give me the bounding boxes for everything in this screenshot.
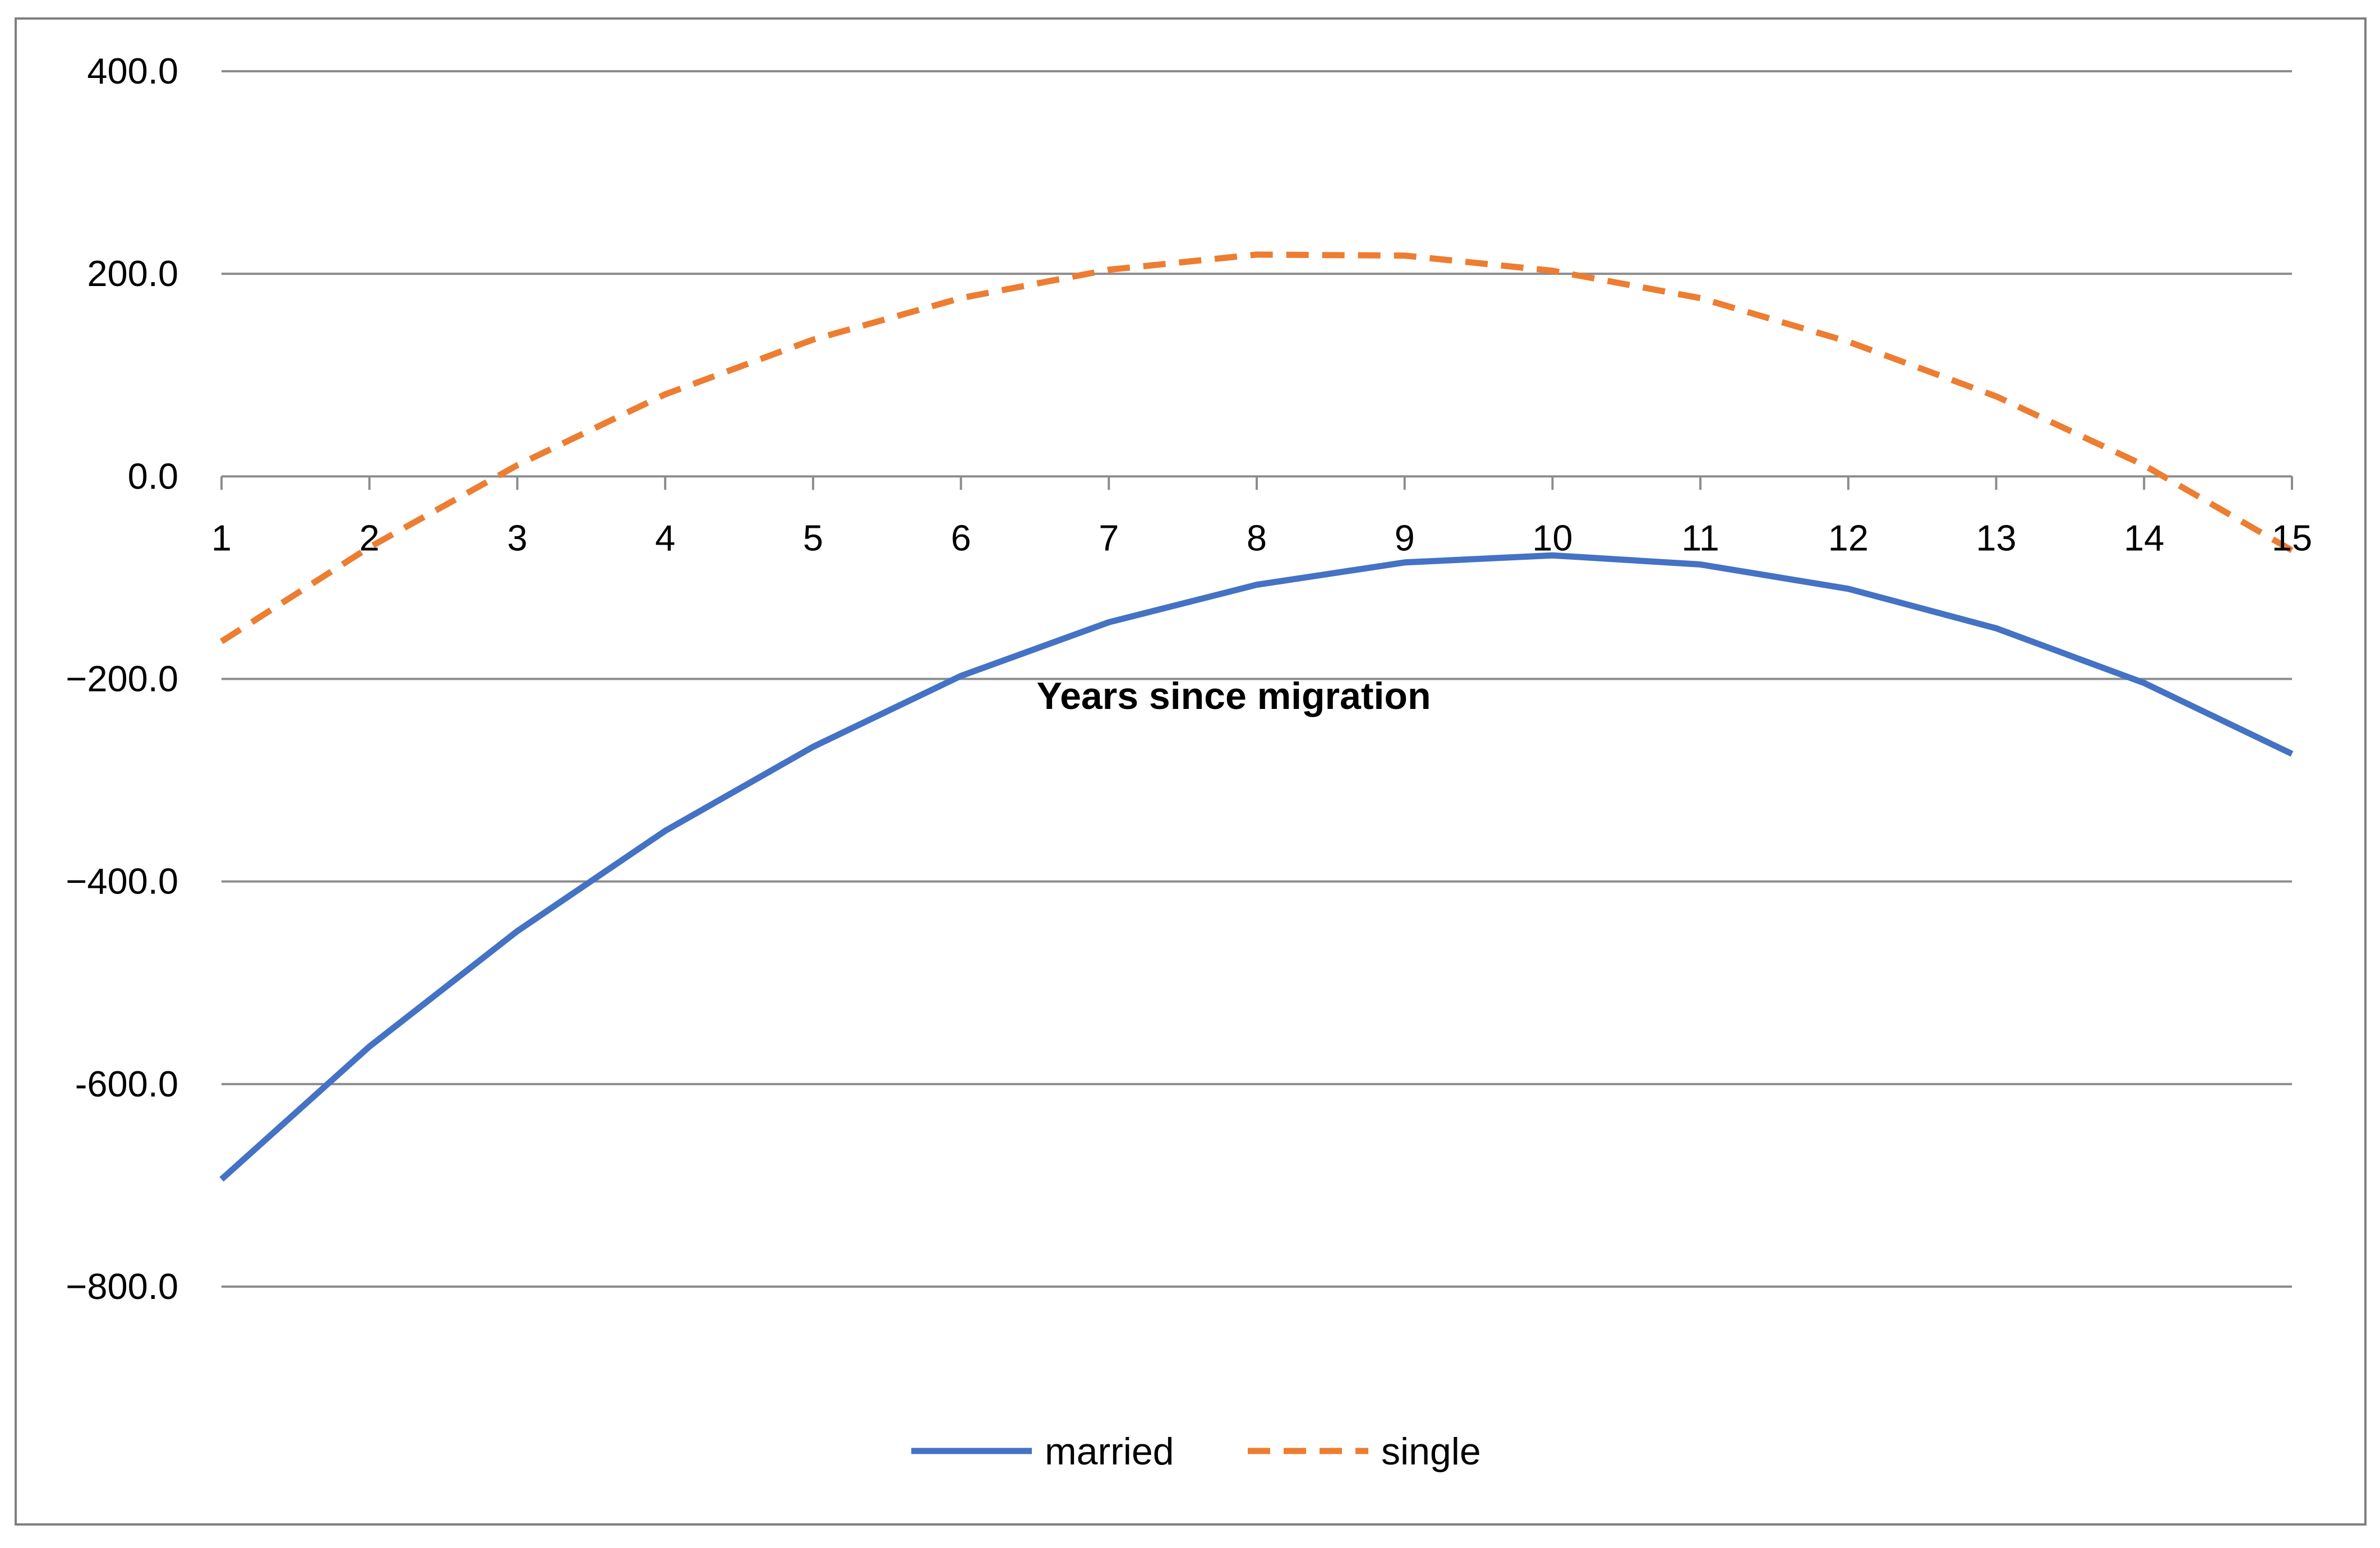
x-axis-title: Years since migration [1037, 675, 1431, 717]
chart-border [15, 17, 2367, 1526]
x-tick-label: 3 [507, 517, 527, 558]
x-axis [220, 475, 2293, 490]
x-tick-label: 9 [1395, 517, 1415, 558]
x-tick-label: 11 [1681, 517, 1719, 558]
y-tick-label: 400.0 [87, 50, 178, 91]
series-line-single [220, 251, 2294, 644]
legend: married single [911, 1430, 1481, 1473]
gridlines [222, 70, 2292, 1288]
y-tick-label: −200.0 [66, 658, 178, 699]
x-axis-tick-labels: 1 2 3 4 5 6 7 8 9 10 11 12 13 14 15 [211, 517, 2312, 558]
y-tick-label: −400.0 [66, 861, 178, 902]
x-tick-label: 10 [1532, 517, 1572, 558]
y-tick-label: −800.0 [66, 1266, 178, 1307]
x-tick-label: 6 [951, 517, 971, 558]
y-tick-label: 200.0 [87, 253, 178, 294]
x-tick-label: 15 [2272, 517, 2312, 558]
x-tick-label: 4 [655, 517, 675, 558]
series-lines [219, 251, 2294, 1182]
x-tick-label: 13 [1976, 517, 2016, 558]
legend-label-married: married [1045, 1430, 1174, 1473]
y-tick-label: 0.0 [128, 455, 178, 496]
y-axis-tick-labels: 400.0 200.0 0.0 −200.0 −400.0 -600.0 −800.0 [66, 50, 178, 1307]
x-tick-label: 8 [1247, 517, 1267, 558]
x-tick-label: 5 [803, 517, 823, 558]
x-tick-label: 14 [2124, 517, 2164, 558]
legend-label-single: single [1381, 1430, 1481, 1473]
x-tick-label: 12 [1828, 517, 1869, 558]
y-tick-label: -600.0 [75, 1063, 178, 1104]
x-tick-label: 2 [359, 517, 380, 558]
x-tick-label: 7 [1099, 517, 1119, 558]
series-line-married [219, 552, 2294, 1182]
x-tick-label: 1 [211, 517, 232, 558]
